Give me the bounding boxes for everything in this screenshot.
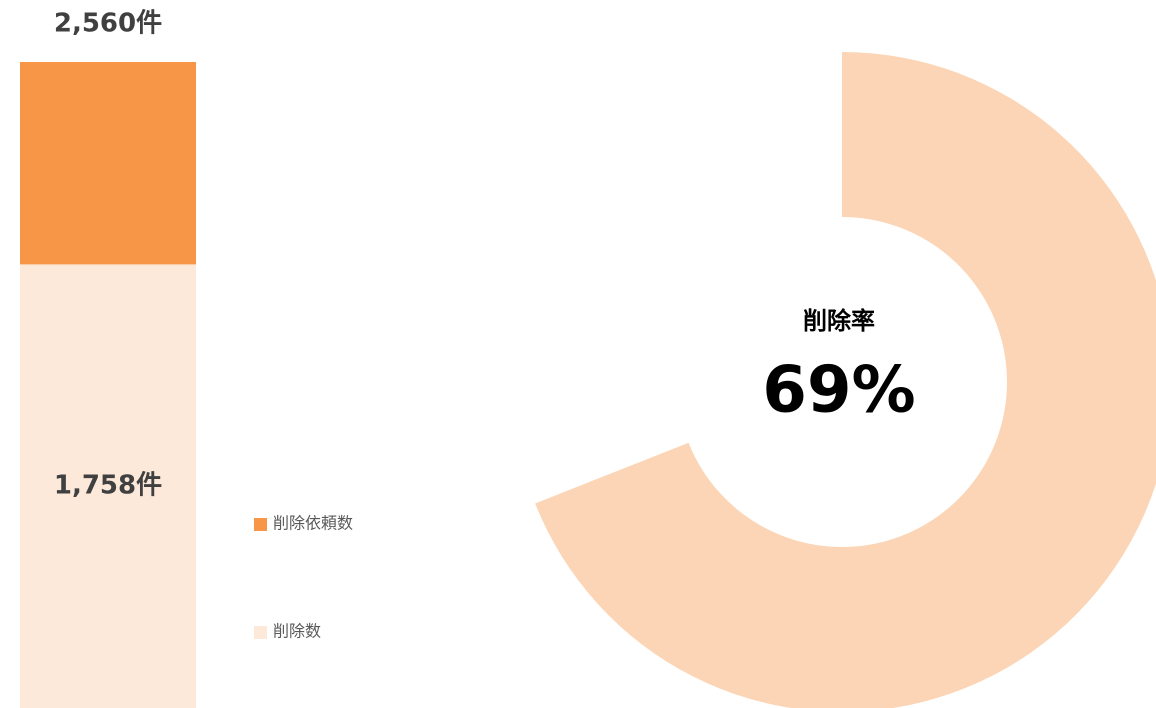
donut-segment bbox=[535, 52, 1156, 708]
donut-title: 削除率 bbox=[803, 307, 875, 335]
legend-swatch bbox=[254, 518, 267, 531]
donut-value-label: 69% bbox=[762, 354, 915, 428]
legend-label: 削除数 bbox=[273, 622, 321, 641]
data-label: 2,560件 bbox=[54, 9, 162, 39]
bar bbox=[20, 264, 196, 708]
data-label: 1,758件 bbox=[54, 471, 162, 501]
legend-label: 削除依頼数 bbox=[273, 514, 353, 533]
legend-swatch bbox=[254, 626, 267, 639]
